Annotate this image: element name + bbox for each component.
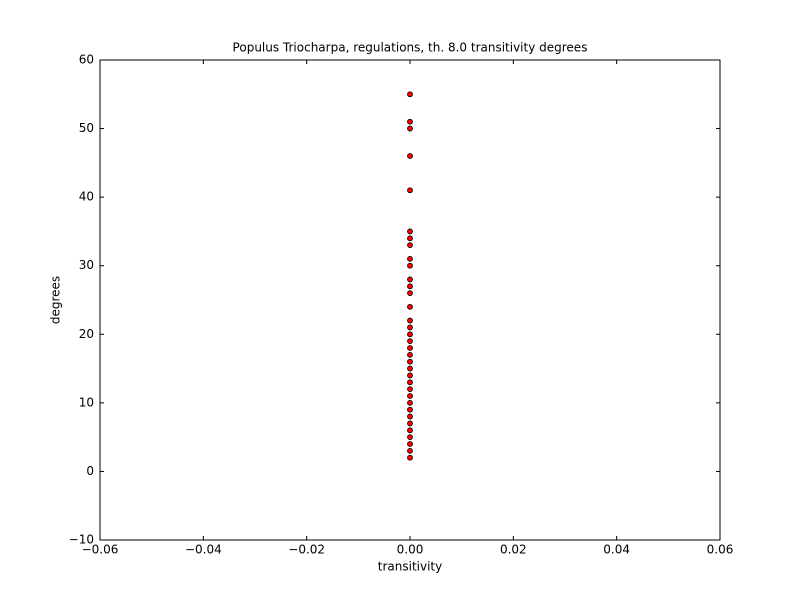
x-tick-label: −0.04	[185, 543, 222, 557]
point	[407, 372, 413, 379]
point	[407, 242, 413, 249]
point	[407, 399, 413, 406]
x-tick-label: −0.02	[288, 543, 325, 557]
point	[407, 386, 413, 393]
point	[407, 331, 413, 338]
point	[407, 420, 413, 427]
point	[407, 118, 413, 125]
point	[407, 454, 413, 461]
point	[407, 365, 413, 372]
point	[407, 125, 413, 132]
y-tick-label: 10	[79, 395, 94, 409]
point	[407, 290, 413, 297]
x-tick-label: 0.02	[500, 543, 527, 557]
point	[407, 406, 413, 413]
point	[407, 447, 413, 454]
plot-frame	[99, 59, 721, 541]
point	[407, 338, 413, 345]
x-axis-label: transitivity	[378, 560, 442, 574]
point	[407, 441, 413, 447]
point	[407, 324, 413, 331]
point	[407, 434, 413, 441]
x-tick-label: −0.06	[82, 543, 119, 557]
y-tick-label: 30	[79, 258, 94, 272]
point	[407, 358, 413, 365]
point	[407, 262, 413, 269]
point	[407, 255, 413, 262]
point	[407, 303, 413, 310]
y-tick-label: 50	[79, 121, 94, 135]
point	[407, 413, 413, 420]
y-axis-label: degrees	[49, 276, 63, 324]
point	[407, 379, 413, 386]
point	[407, 317, 413, 324]
x-tick-label: 0.06	[707, 543, 734, 557]
y-tick-label: 20	[79, 327, 94, 341]
point	[407, 228, 413, 235]
point	[407, 351, 413, 358]
x-tick-label: 0.00	[397, 543, 424, 557]
point	[407, 187, 413, 194]
x-tick-label: 0.04	[603, 543, 630, 557]
point	[407, 427, 413, 434]
y-tick-label: 40	[79, 190, 94, 204]
point	[407, 235, 413, 242]
y-tick-label: −10	[69, 533, 94, 547]
point	[407, 91, 413, 98]
y-tick-label: 0	[86, 464, 94, 478]
point	[407, 153, 413, 159]
point	[407, 276, 413, 283]
point	[407, 283, 413, 290]
point	[407, 345, 413, 351]
y-tick-label: 60	[79, 53, 94, 67]
point	[407, 393, 413, 399]
chart-title: Populus Triocharpa, regulations, th. 8.0…	[233, 41, 588, 55]
